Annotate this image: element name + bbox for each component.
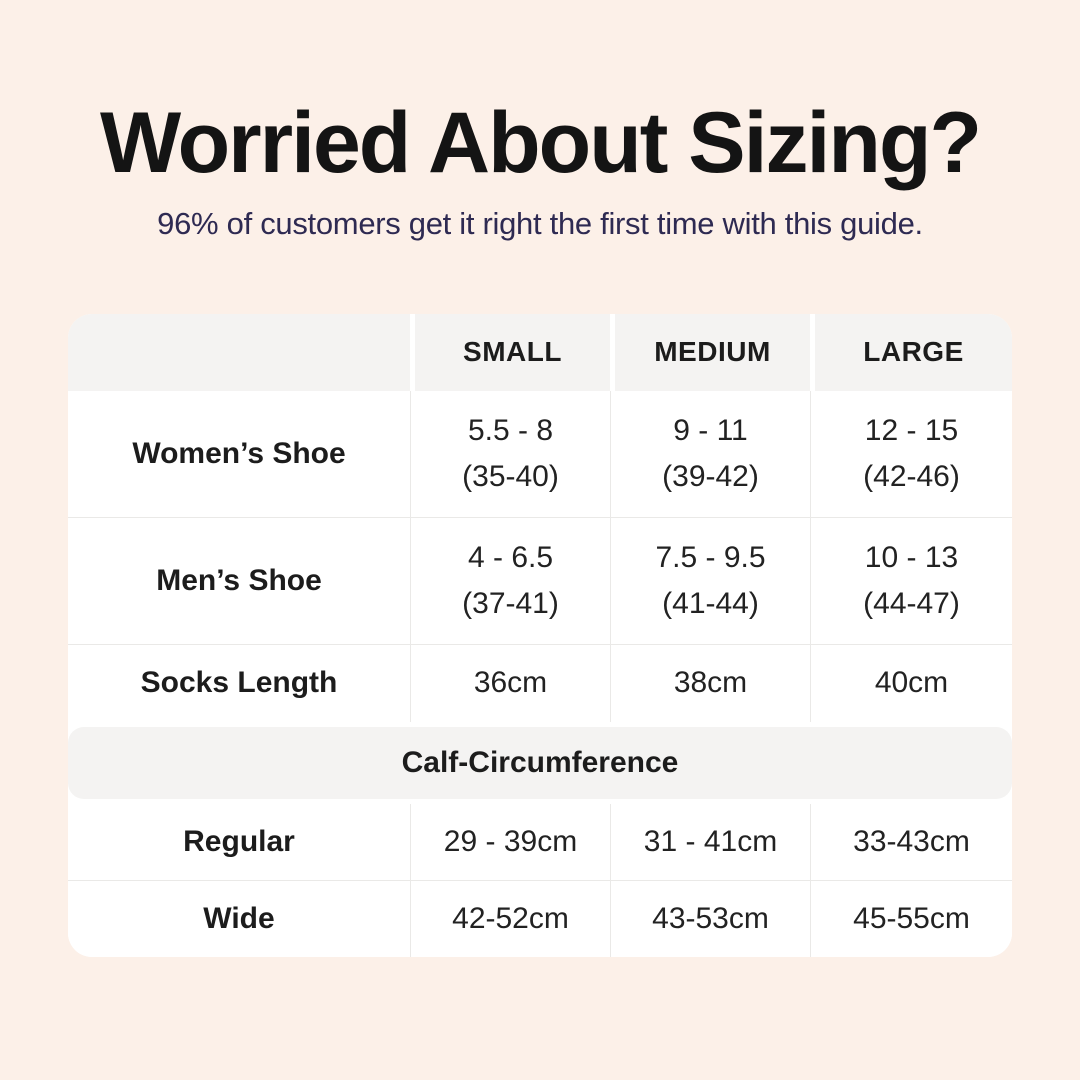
table-header-row: SMALL MEDIUM LARGE [68,313,1012,391]
row-label: Socks Length [140,666,338,700]
table-cell: 7.5 - 9.5 (41-44) [610,517,810,644]
cell-value-secondary: (44-47) [863,586,960,620]
section-header-calf-circumference: Calf-Circumference [68,726,1012,799]
cell-value-secondary: (39-42) [662,459,759,493]
row-label: Men’s Shoe [156,563,322,597]
table-row-wide: Wide 42-52cm 43-53cm 45-55cm [68,879,1012,957]
cell-value: 5.5 - 8 [467,413,554,447]
table-cell: 12 - 15 (42-46) [810,390,1012,517]
table-row-mens-shoe: Men’s Shoe 4 - 6.5 (37-41) 7.5 - 9.5 (41… [68,516,1012,644]
cell-value: 9 - 11 [673,413,748,447]
cell-value: 4 - 6.5 [467,540,554,574]
cell-value: 31 - 41cm [643,824,778,858]
table-cell: 31 - 41cm [610,803,810,880]
cell-value-secondary: (41-44) [662,586,759,620]
table-cell: 45-55cm [810,880,1012,957]
page-subtitle: 96% of customers get it right the first … [157,205,923,241]
cell-value: 43-53cm [652,901,769,935]
row-label: Regular [183,824,295,858]
table-cell: 40cm [810,644,1012,722]
table-cell: 4 - 6.5 (37-41) [410,517,610,644]
cell-value: 33-43cm [853,824,970,858]
header-cell-large: LARGE [810,313,1012,391]
header-cell-empty [68,313,410,391]
cell-value: 40cm [874,666,949,700]
table-cell: 9 - 11 (39-42) [610,390,810,517]
table-row-regular: Regular 29 - 39cm 31 - 41cm 33-43cm [68,803,1012,880]
sizing-table: SMALL MEDIUM LARGE Women’s Shoe 5.5 - 8 … [68,313,1012,957]
cell-value-secondary: (35-40) [462,459,559,493]
row-label: Wide [203,901,275,935]
cell-value: 36cm [473,666,548,700]
table-cell: 33-43cm [810,803,1012,880]
table-row-socks-length: Socks Length 36cm 38cm 40cm [68,643,1012,722]
table-cell: 5.5 - 8 (35-40) [410,390,610,517]
cell-value: 45-55cm [853,901,970,935]
cell-value: 7.5 - 9.5 [655,540,766,574]
table-cell: 36cm [410,644,610,722]
table-cell: 29 - 39cm [410,803,610,880]
header-cell-small: SMALL [410,313,610,391]
header-cell-medium: MEDIUM [610,313,810,391]
cell-value: 10 - 13 [864,540,959,574]
cell-value: 42-52cm [452,901,569,935]
cell-value: 38cm [673,666,748,700]
table-cell: 38cm [610,644,810,722]
cell-value: 29 - 39cm [443,824,578,858]
cell-value-secondary: (37-41) [462,586,559,620]
table-cell: 10 - 13 (44-47) [810,517,1012,644]
table-cell: 43-53cm [610,880,810,957]
page-title: Worried About Sizing? [99,95,982,191]
cell-value-secondary: (42-46) [863,459,960,493]
cell-value: 12 - 15 [864,413,959,447]
row-label: Women’s Shoe [132,436,346,470]
table-row-womens-shoe: Women’s Shoe 5.5 - 8 (35-40) 9 - 11 (39-… [68,390,1012,517]
table-cell: 42-52cm [410,880,610,957]
